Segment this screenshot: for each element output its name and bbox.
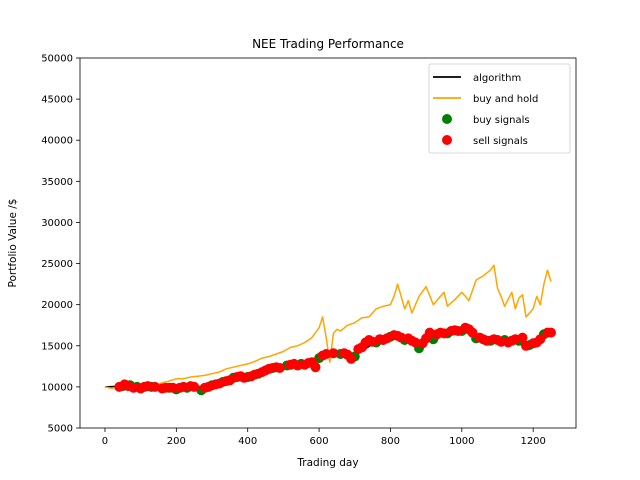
sell-signals-point [189, 381, 200, 392]
y-tick-label: 50000 [41, 54, 73, 65]
sell-signals-point [160, 382, 171, 393]
y-tick-label: 10000 [41, 382, 73, 393]
plot-area [104, 264, 556, 396]
x-tick-label: 1000 [449, 436, 474, 447]
sell-signals-point [274, 363, 285, 373]
y-tick-label: 20000 [41, 300, 73, 311]
axes-frame [79, 57, 577, 429]
sell-signals-point [346, 353, 357, 364]
legend-swatch-buy-signals [442, 114, 452, 124]
legend-label-algorithm: algorithm [473, 73, 521, 84]
chart-title: NEE Trading Performance [252, 37, 404, 51]
y-axis: 5000 10000 15000 20000 25000 30000 35000 40000 4… [41, 54, 80, 435]
sell-signals-point [517, 332, 528, 343]
legend-box [428, 63, 571, 154]
x-tick-label: 0 [102, 436, 108, 447]
sell-signals-point [546, 327, 556, 338]
y-tick-label: 30000 [41, 218, 73, 229]
legend-swatch-sell-signals [442, 135, 452, 145]
y-tick-label: 40000 [41, 136, 73, 147]
x-tick-label: 800 [381, 436, 400, 447]
y-tick-label: 35000 [41, 177, 73, 188]
y-axis-label: Portfolio Value /$ [7, 199, 19, 288]
x-axis-label: Trading day [296, 457, 358, 469]
x-axis: 0 200 400 600 800 1000 1200 [102, 428, 546, 447]
sell-signals-point [167, 382, 178, 393]
legend-label-buy-and-hold: buy and hold [473, 94, 538, 105]
y-tick-label: 5000 [48, 424, 73, 435]
y-tick-label: 45000 [41, 95, 73, 106]
legend-label-buy-signals: buy signals [473, 115, 530, 126]
x-tick-label: 1200 [520, 436, 545, 447]
sell-signals-point [467, 327, 478, 338]
sell-signals-point [535, 334, 546, 345]
x-tick-label: 200 [167, 436, 186, 447]
legend: algorithm buy and hold buy signals sell sig… [428, 63, 571, 154]
sell-signals-point [328, 348, 339, 359]
y-tick-label: 25000 [41, 259, 73, 270]
series-line-buy-and-hold [104, 264, 552, 390]
legend-label-sell-signals: sell signals [473, 136, 528, 147]
x-tick-label: 600 [310, 436, 329, 447]
y-tick-label: 15000 [41, 341, 73, 352]
x-tick-label: 400 [238, 436, 257, 447]
sell-signals-point [310, 362, 321, 373]
